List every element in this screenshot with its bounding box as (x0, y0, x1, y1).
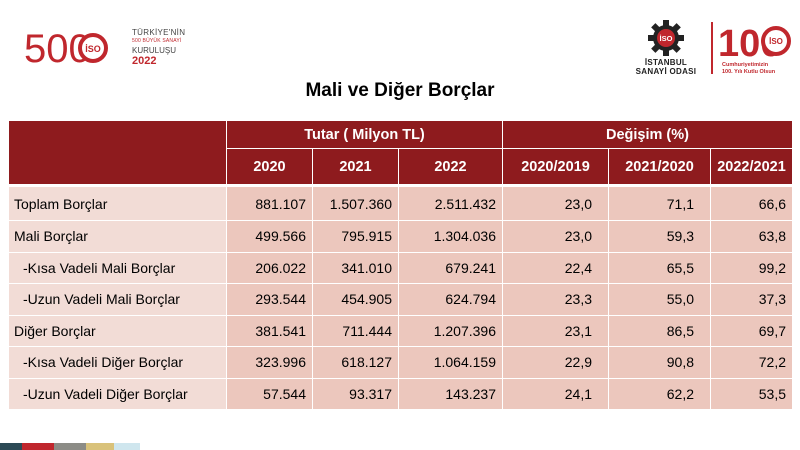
centennial-tagline2: 100. Yılı Kutlu Olsun (722, 69, 776, 75)
cell-value: 454.905 (312, 283, 399, 316)
debts-table: Tutar ( Milyon TL) Değişim (%) 2020 2021… (8, 120, 793, 410)
table-row: Mali Borçlar 499.566 795.915 1.304.036 2… (8, 220, 793, 253)
row-label: -Uzun Vadeli Diğer Borçlar (8, 377, 227, 410)
cell-value: 57.544 (226, 377, 313, 410)
column-header: 2022 (398, 148, 503, 186)
cell-value: 381.541 (226, 314, 313, 347)
page-title: Mali ve Diğer Borçlar (305, 80, 495, 101)
strip-segment (0, 443, 22, 450)
cell-value: 99,2 (710, 251, 793, 284)
cell-value: 23,1 (502, 314, 609, 347)
cell-value: 711.444 (312, 314, 399, 347)
column-header: 2021 (312, 148, 399, 186)
cell-value: 53,5 (710, 377, 793, 410)
cell-value: 23,0 (502, 184, 609, 221)
cell-value: 1.064.159 (398, 346, 503, 379)
bottom-color-strip (0, 443, 140, 450)
cell-value: 1.207.396 (398, 314, 503, 347)
logo-500-line1: TÜRKİYE'NİN (132, 28, 186, 37)
row-label: -Uzun Vadeli Mali Borçlar (8, 283, 227, 316)
cell-value: 2.511.432 (398, 184, 503, 221)
amount-group-header: Tutar ( Milyon TL) (226, 120, 503, 149)
centennial-emblem: 100 İSO (718, 23, 791, 65)
table-row: Diğer Borçlar 381.541 711.444 1.207.396 … (8, 314, 793, 347)
cell-value: 24,1 (502, 377, 609, 410)
cell-value: 22,9 (502, 346, 609, 379)
column-header: 2020 (226, 148, 313, 186)
cell-value: 624.794 (398, 283, 503, 316)
table-group-header: Tutar ( Milyon TL) Değişim (%) (8, 120, 793, 186)
cell-value: 206.022 (226, 251, 313, 284)
strip-segment (86, 443, 114, 450)
logo-500-line2: 500 BÜYÜK SANAYİ (132, 38, 182, 44)
row-label: Diğer Borçlar (8, 314, 227, 347)
table-row: -Uzun Vadeli Mali Borçlar 293.544 454.90… (8, 283, 793, 316)
strip-segment (54, 443, 86, 450)
table-row: Toplam Borçlar 881.107 1.507.360 2.511.4… (8, 184, 793, 221)
logo-500-badge: İSO (85, 44, 101, 54)
cell-value: 69,7 (710, 314, 793, 347)
isi-500-logo: 500 İSO TÜRKİYE'NİN 500 BÜYÜK SANAYİ KUR… (24, 24, 214, 70)
cell-value: 62,2 (608, 377, 711, 410)
centennial-tagline1: Cumhuriyetimizin (722, 62, 769, 68)
iso-badge-text: İSO (660, 34, 673, 43)
istanbul-sanayi-odasi-logo: İSO İSTANBUL SANAYİ ODASI (626, 20, 706, 80)
row-label: Mali Borçlar (8, 220, 227, 253)
centennial-badge: İSO (769, 37, 783, 46)
column-header: 2022/2021 (710, 148, 793, 186)
cell-value: 66,6 (710, 184, 793, 221)
cell-value: 63,8 (710, 220, 793, 253)
iso-name-line1: İSTANBUL (644, 58, 688, 67)
cell-value: 143.237 (398, 377, 503, 410)
cell-value: 1.304.036 (398, 220, 503, 253)
cell-value: 93.317 (312, 377, 399, 410)
cell-value: 795.915 (312, 220, 399, 253)
logo-500-year: 2022 (132, 55, 157, 67)
cell-value: 37,3 (710, 283, 793, 316)
cell-value: 72,2 (710, 346, 793, 379)
iso-name-line2: SANAYİ ODASI (635, 67, 697, 76)
row-label: Toplam Borçlar (8, 184, 227, 221)
logo-divider (711, 22, 713, 74)
column-header: 2021/2020 (608, 148, 711, 186)
cell-value: 71,1 (608, 184, 711, 221)
table-row: -Kısa Vadeli Diğer Borçlar 323.996 618.1… (8, 346, 793, 379)
cell-value: 341.010 (312, 251, 399, 284)
cell-value: 90,8 (608, 346, 711, 379)
cell-value: 293.544 (226, 283, 313, 316)
cell-value: 55,0 (608, 283, 711, 316)
cell-value: 679.241 (398, 251, 503, 284)
cell-value: 499.566 (226, 220, 313, 253)
row-label: -Kısa Vadeli Mali Borçlar (8, 251, 227, 284)
row-label: -Kısa Vadeli Diğer Borçlar (8, 346, 227, 379)
strip-segment (114, 443, 140, 450)
column-header: 2020/2019 (502, 148, 609, 186)
cell-value: 323.996 (226, 346, 313, 379)
cell-value: 1.507.360 (312, 184, 399, 221)
strip-segment (22, 443, 54, 450)
cell-value: 881.107 (226, 184, 313, 221)
cell-value: 59,3 (608, 220, 711, 253)
cell-value: 86,5 (608, 314, 711, 347)
cell-value: 23,3 (502, 283, 609, 316)
gear-icon: İSO (648, 20, 684, 56)
centennial-100-logo: 100 İSO Cumhuriyetimizin 100. Yılı Kutlu… (716, 18, 794, 78)
table-row: -Kısa Vadeli Mali Borçlar 206.022 341.01… (8, 251, 793, 284)
cell-value: 618.127 (312, 346, 399, 379)
isi-500-emblem: 500 İSO (24, 27, 108, 68)
row-label-header-cell (8, 120, 227, 186)
cell-value: 65,5 (608, 251, 711, 284)
change-group-header: Değişim (%) (502, 120, 793, 149)
cell-value: 23,0 (502, 220, 609, 253)
table-row: -Uzun Vadeli Diğer Borçlar 57.544 93.317… (8, 377, 793, 410)
cell-value: 22,4 (502, 251, 609, 284)
logo-500-line3: KURULUŞU (132, 46, 177, 55)
table-column-header: 2020 2021 2022 2020/2019 2021/2020 2022/… (9, 148, 793, 186)
